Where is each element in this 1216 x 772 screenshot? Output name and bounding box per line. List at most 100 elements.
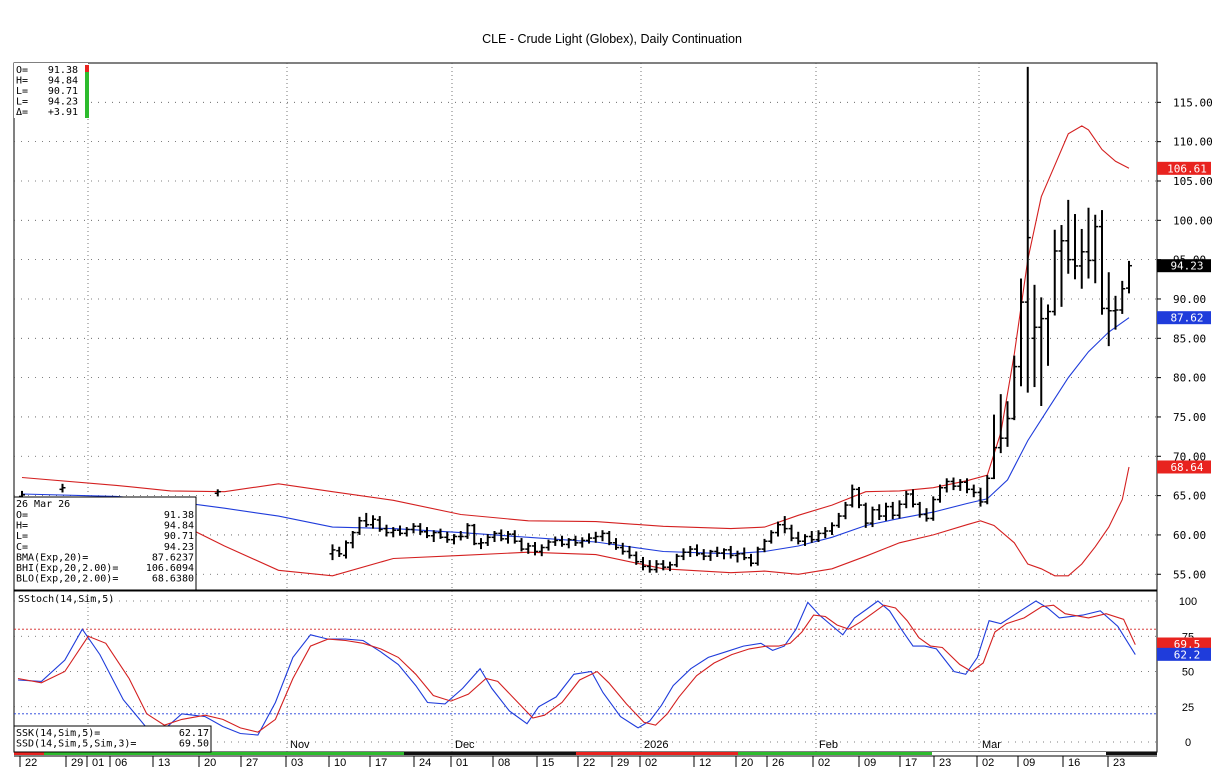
x-minor-label: 08 [498,757,510,769]
legend-value: 106.6094 [146,563,194,574]
quote-value: 94.23 [48,97,78,108]
ohlc-bar [822,527,829,539]
x-minor-label: 23 [1113,757,1125,769]
ohlc-bar [680,548,687,561]
x-minor-label: 12 [699,757,711,769]
x-minor-label: 17 [905,757,917,769]
ohlc-bar [667,561,673,572]
quote-value: 94.84 [48,76,78,87]
quote-key: O= [16,65,28,76]
x-minor-label: 02 [818,757,830,769]
ohlc-bar [937,484,943,503]
x-minor-label: 01 [456,757,468,769]
ohlc-bar [768,530,775,544]
ohlc-bar [626,545,633,559]
ohlc-bar [383,524,390,537]
stoch-legend-key: SSD(14,Sim,5,Sim,3)= [16,739,136,750]
ohlc-bar [559,535,565,547]
ohlc-bar [896,500,903,519]
ohlc-bar [1065,199,1072,274]
x-minor-label: 27 [246,757,258,769]
ohlc-bar [1045,304,1051,366]
price-marker-label: 68.64 [1170,461,1203,474]
price-tick-label: 60.00 [1173,529,1206,542]
ohlc-bar [491,531,498,543]
ohlc-bar [889,501,896,520]
ohlc-bar [552,536,559,546]
ohlc-bar [970,484,977,498]
ohlc-bar [923,508,930,522]
legend-value: 87.6237 [152,552,194,563]
price-tick-label: 65.00 [1173,490,1206,503]
x-axis-period-bar [576,752,738,755]
x-minor-label: 22 [25,757,37,769]
ohlc-bar [761,538,768,553]
ohlc-bar [437,528,444,539]
price-tick-label: 110.00 [1173,136,1213,149]
stoch-tick-label: 100 [1179,596,1197,608]
ohlc-bar [869,506,876,528]
stoch-tick-label: 0 [1185,737,1191,749]
stoch-tick-label: 50 [1182,667,1194,679]
stoch-legend-bg [13,725,212,753]
x-axis-period-bar [1106,752,1157,755]
price-marker-bg [1157,311,1211,325]
ohlc-bar [673,553,680,568]
ohlc-bar [403,527,410,537]
x-minor-label: 17 [375,757,387,769]
ohlc-bar [363,512,370,528]
ohlc-bar [984,475,991,505]
ssd-marker-label: 69.5 [1174,638,1201,651]
ohlc-bar [727,545,734,559]
price-grid [14,63,1157,752]
ssk-marker-bg [1157,647,1211,661]
ohlc-bar [687,545,694,557]
ohlc-bar [599,530,606,542]
ohlc-bar [1038,297,1045,406]
quote-key: L= [16,86,28,97]
ohlc-bar [815,530,822,543]
ohlc-bar [660,560,667,571]
ohlc-bar [633,551,640,565]
ohlc-bar [930,496,937,521]
x-minor-label: 09 [1023,757,1035,769]
ohlc-bar [714,546,721,557]
x-minor-label: 16 [1068,757,1080,769]
ohlc-bar [903,490,910,509]
ohlc-bar [565,538,572,549]
lower-band-line [21,466,1130,577]
ohlc-bar [788,524,795,542]
x-major-label: Nov [290,739,310,751]
x-minor-label: 06 [115,757,127,769]
quote-value: 90.71 [48,86,78,97]
x-minor-label: 20 [741,757,753,769]
x-minor-label: 29 [71,757,83,769]
ohlc-bar [1119,280,1126,314]
legend-key: H= [16,521,28,532]
legend-key: L= [16,531,28,542]
x-minor-label: 24 [419,757,431,769]
legend-box-bg [13,496,197,591]
ohlc-bar [721,548,727,560]
quote-value: 91.38 [48,65,78,76]
ohlc-bar [781,516,788,534]
mid-band-line [21,317,1130,555]
ohlc-bar [808,531,815,543]
ohlc-bar [957,479,964,491]
quote-key: L= [16,97,28,108]
ohlc-bar [538,544,545,557]
ohlc-bar [518,538,525,552]
ohlc-bar [1058,225,1065,307]
ohlc-bar [484,534,491,546]
x-axis-period-bar [932,752,1106,755]
x-major-label: Mar [982,739,1001,751]
stoch-legend-value: 69.50 [179,739,209,750]
price-marker-bg [1157,161,1211,175]
chart-title: CLE - Crude Light (Globex), Daily Contin… [482,32,742,46]
ohlc-bar [525,542,532,554]
x-minor-label: 29 [617,757,629,769]
price-tick-label: 80.00 [1173,372,1206,385]
ohlc-bar [1051,229,1058,316]
price-marker-bg [1157,259,1211,273]
ohlc-bar [606,531,613,546]
